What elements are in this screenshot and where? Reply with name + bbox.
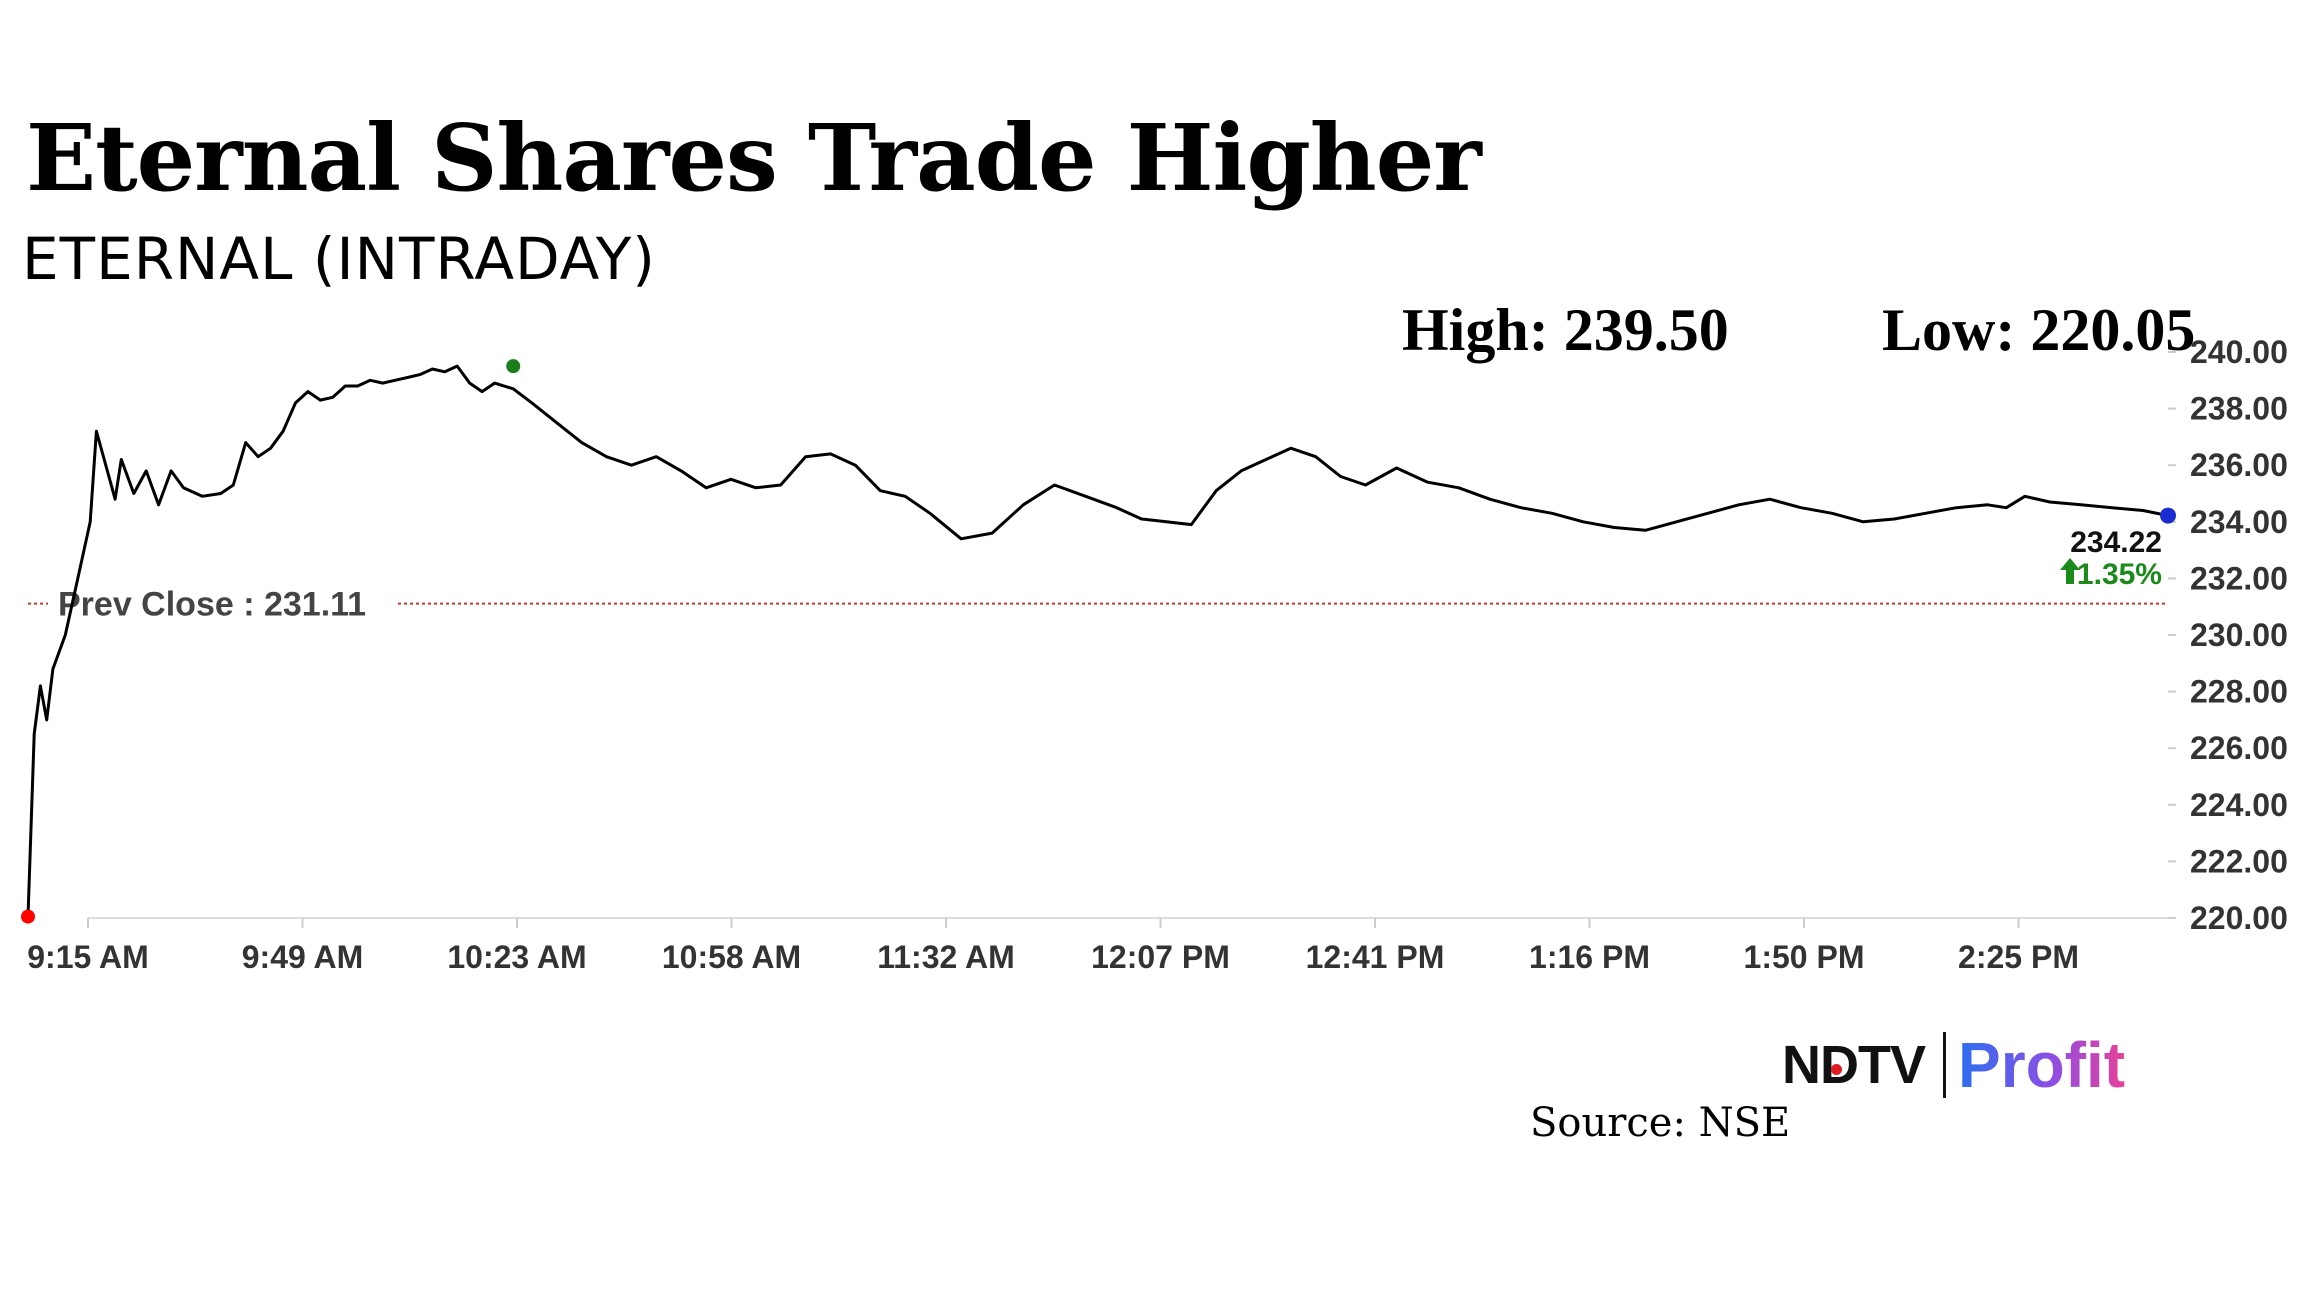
day-high-text: High: 239.50 <box>1402 297 1729 363</box>
percent-change-label: 1.35% <box>2077 558 2162 591</box>
x-tick-label: 1:50 PM <box>1744 939 1865 975</box>
x-tick-label: 12:07 PM <box>1091 939 1230 975</box>
y-tick-label: 230.00 <box>2190 617 2288 653</box>
x-tick-label: 12:41 PM <box>1306 939 1445 975</box>
x-tick-label: 9:49 AM <box>242 939 364 975</box>
y-tick-label: 228.00 <box>2190 674 2288 710</box>
chart-subtitle: ETERNAL (INTRADAY) <box>22 225 656 293</box>
y-tick-label: 226.00 <box>2190 730 2288 766</box>
last-price-label: 234.22 <box>2070 526 2162 559</box>
y-tick-label: 220.00 <box>2190 900 2288 936</box>
y-tick-label: 232.00 <box>2190 560 2288 596</box>
y-tick-label: 222.00 <box>2190 843 2288 879</box>
day-low-marker <box>21 909 35 924</box>
y-tick-label: 236.00 <box>2190 447 2288 483</box>
x-tick-label: 1:16 PM <box>1529 939 1650 975</box>
arrow-up-icon <box>2060 558 2080 584</box>
day-low-text: Low: 220.05 <box>1882 297 2196 363</box>
x-tick-label: 2:25 PM <box>1958 939 2079 975</box>
logo-divider <box>1943 1032 1946 1098</box>
price-line <box>26 364 2169 917</box>
ndtv-wordmark: NDTV <box>1782 1035 1926 1095</box>
logo-dot-icon <box>1831 1064 1842 1075</box>
day-high-marker <box>506 359 521 374</box>
y-tick-label: 240.00 <box>2190 334 2288 370</box>
y-tick-label: 234.00 <box>2190 504 2288 540</box>
chart-title: Eternal Shares Trade Higher <box>26 104 1482 212</box>
source-note: Source: NSE <box>1530 1100 1791 1146</box>
x-tick-label: 10:23 AM <box>447 939 586 975</box>
x-tick-label: 10:58 AM <box>662 939 801 975</box>
x-tick-label: 9:15 AM <box>27 939 149 975</box>
prev-close-label: Prev Close : 231.11 <box>58 586 366 624</box>
y-tick-label: 224.00 <box>2190 787 2288 823</box>
ndtv-profit-logo: NDTV Profit <box>1782 1029 2126 1101</box>
last-price-marker <box>2160 507 2176 524</box>
y-tick-label: 238.00 <box>2190 391 2288 427</box>
x-tick-label: 11:32 AM <box>877 939 1015 975</box>
profit-wordmark: Profit <box>1958 1029 2126 1101</box>
